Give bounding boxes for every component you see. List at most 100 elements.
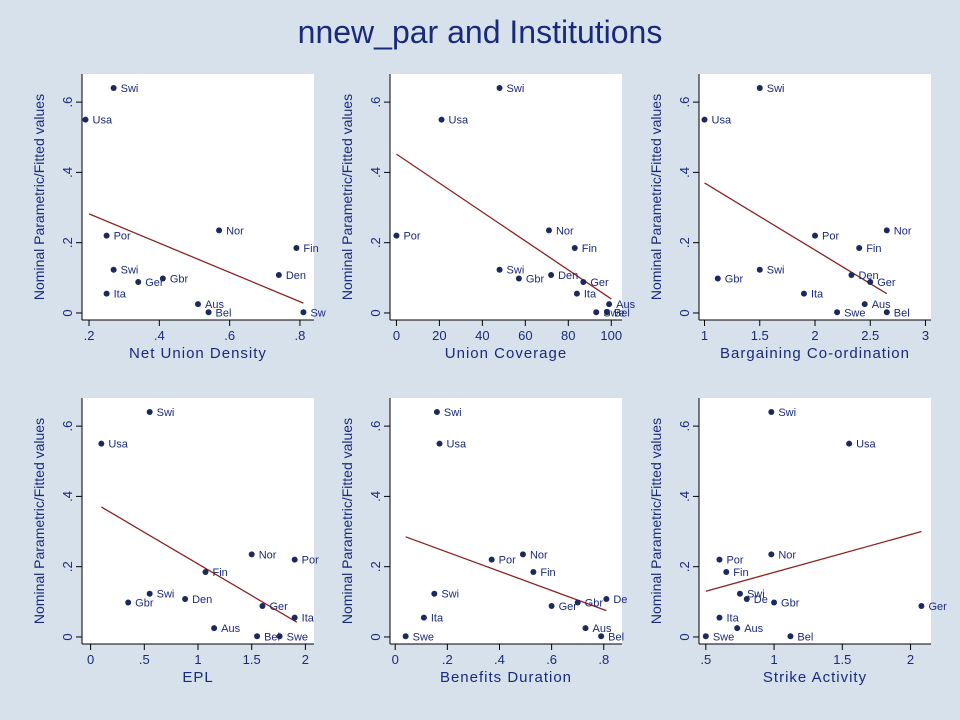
point-label: Aus [593, 623, 612, 635]
plot-area [82, 74, 314, 320]
point-label: Nor [894, 225, 912, 237]
point-label: Nor [226, 225, 244, 237]
data-point [702, 633, 709, 640]
x-tick-label: 2 [811, 328, 818, 343]
data-point [867, 279, 874, 286]
x-tick-label: .6 [546, 652, 557, 667]
data-point [182, 596, 189, 603]
point-label: Usa [447, 439, 467, 451]
data-point [800, 290, 807, 297]
x-tick-label: 1 [701, 328, 708, 343]
plot-area [699, 74, 931, 320]
chart-panel-6: .5 1 1.5 2 0 .2 .4 .6 Strike Activity Nominal Par… [648, 398, 947, 686]
point-label: Fin [582, 243, 597, 255]
point-label: Por [403, 231, 420, 243]
point-label: Fin [733, 567, 748, 579]
point-label: Ita [726, 613, 739, 625]
point-label: Bel [608, 631, 624, 643]
data-point [431, 590, 438, 597]
point-label: Swi [121, 83, 139, 95]
data-point [768, 551, 775, 558]
x-tick-label: 1.5 [833, 652, 851, 667]
x-axis-title: Bargaining Co-ordination [720, 345, 910, 362]
y-axis-title: Nominal Parametric/Fitted values [31, 94, 47, 300]
y-tick-label: .6 [368, 97, 383, 108]
x-tick-label: .4 [494, 652, 505, 667]
point-label: Fin [866, 243, 881, 255]
point-label: Bel [614, 307, 630, 319]
data-point [488, 556, 495, 563]
point-label: Bel [797, 631, 813, 643]
point-label: Aus [616, 299, 635, 311]
point-label: Gbr [170, 274, 189, 286]
x-tick-label: .2 [442, 652, 453, 667]
y-tick-label: .4 [60, 167, 75, 178]
x-tick-label: 1 [770, 652, 777, 667]
data-point [216, 227, 223, 234]
data-point [293, 244, 300, 251]
data-point [593, 309, 600, 316]
data-point [734, 625, 741, 632]
data-point [582, 625, 589, 632]
point-label: Swi [157, 407, 175, 419]
point-label: Aus [205, 299, 224, 311]
data-point [436, 440, 443, 447]
point-label: Ger [590, 277, 609, 289]
point-label: Gbr [725, 274, 744, 286]
y-tick-label: .6 [60, 97, 75, 108]
x-tick-label: 1.5 [243, 652, 261, 667]
y-tick-label: .6 [60, 421, 75, 432]
data-point [300, 309, 307, 316]
data-point [275, 272, 282, 279]
x-axis-title: EPL [182, 669, 213, 686]
point-label: Swi [507, 265, 525, 277]
point-label: Den [286, 270, 306, 282]
point-label: Sw [310, 307, 325, 319]
data-point [716, 556, 723, 563]
data-point [918, 603, 925, 610]
data-point [103, 290, 110, 297]
data-point [393, 232, 400, 239]
point-label: Por [302, 555, 319, 567]
plot-area [82, 398, 314, 644]
point-label: Swi [778, 407, 796, 419]
data-point [519, 551, 526, 558]
data-point [530, 568, 537, 575]
data-point [701, 116, 708, 123]
data-point [736, 590, 743, 597]
point-label: Ita [811, 289, 824, 301]
point-label: Gbr [585, 598, 604, 610]
x-axis-title: Union Coverage [445, 345, 567, 362]
plot-area [390, 398, 622, 644]
data-point [259, 603, 266, 610]
y-tick-label: .2 [677, 237, 692, 248]
point-label: Bel [894, 307, 910, 319]
data-point [159, 275, 166, 282]
y-tick-label: 0 [677, 309, 692, 316]
data-point [548, 272, 555, 279]
data-point [205, 309, 212, 316]
point-label: Nor [259, 549, 277, 561]
point-label: Usa [93, 115, 113, 127]
data-point [496, 85, 503, 92]
data-point [714, 275, 721, 282]
data-point [834, 309, 841, 316]
chart-panel-1: .2 .4 .6 .8 0 .2 .4 .6 Net Union Density Nominal … [31, 74, 326, 362]
y-tick-label: 0 [60, 633, 75, 640]
x-axis-title: Net Union Density [129, 345, 267, 362]
point-label: Aus [221, 623, 240, 635]
data-point [846, 440, 853, 447]
point-label: Ger [559, 601, 578, 613]
point-label: Swi [157, 589, 175, 601]
data-point [573, 290, 580, 297]
point-label: Por [822, 231, 839, 243]
data-point [110, 266, 117, 273]
y-tick-label: 0 [60, 309, 75, 316]
y-tick-label: 0 [368, 633, 383, 640]
y-tick-label: .4 [677, 167, 692, 178]
data-point [856, 244, 863, 251]
x-tick-label: 0 [392, 652, 399, 667]
data-point [883, 227, 890, 234]
data-point [110, 85, 117, 92]
point-label: Den [558, 270, 578, 282]
